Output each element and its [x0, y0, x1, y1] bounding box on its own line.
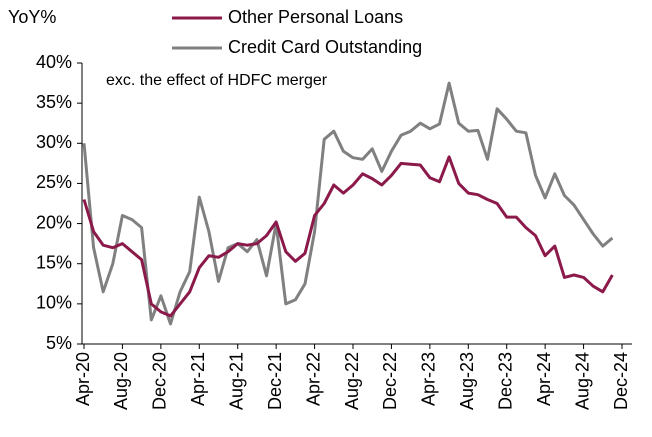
x-tick-label: Dec-24 — [611, 352, 631, 410]
series-line — [82, 81, 614, 326]
legend-label: Credit Card Outstanding — [228, 37, 422, 57]
y-tick-label: 20% — [36, 212, 72, 232]
x-tick-label: Aug-22 — [342, 352, 362, 410]
y-tick-label: 10% — [36, 293, 72, 313]
x-tick-label: Aug-24 — [572, 352, 592, 410]
y-tick-label: 35% — [36, 92, 72, 112]
y-tick-label: 25% — [36, 172, 72, 192]
x-tick-label: Apr-24 — [534, 352, 554, 406]
annotation: exc. the effect of HDFC merger — [106, 72, 328, 89]
x-tick-label: Dec-20 — [150, 352, 170, 410]
x-tick-label: Apr-22 — [303, 352, 323, 406]
y-tick-label: 15% — [36, 252, 72, 272]
y-tick-label: 30% — [36, 132, 72, 152]
y-tick-label: 40% — [36, 52, 72, 72]
series-line — [82, 155, 614, 318]
legend-label: Other Personal Loans — [228, 7, 403, 27]
x-tick-label: Dec-23 — [495, 352, 515, 410]
x-tick-label: Aug-20 — [111, 352, 131, 410]
x-tick-label: Apr-23 — [419, 352, 439, 406]
x-tick-label: Aug-23 — [457, 352, 477, 410]
x-tick-label: Dec-22 — [380, 352, 400, 410]
x-tick-label: Aug-21 — [226, 352, 246, 410]
x-tick-label: Apr-21 — [188, 352, 208, 406]
x-tick-label: Apr-20 — [73, 352, 93, 406]
y-axis-label: YoY% — [8, 7, 56, 27]
y-tick-label: 5% — [46, 333, 72, 353]
x-tick-label: Dec-21 — [265, 352, 285, 410]
